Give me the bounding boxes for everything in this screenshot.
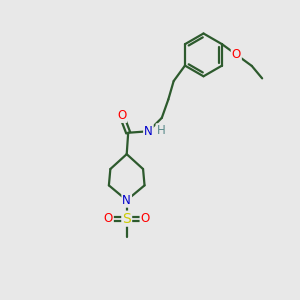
Text: N: N — [122, 194, 131, 207]
Text: O: O — [117, 109, 126, 122]
Text: O: O — [104, 212, 113, 225]
Text: N: N — [144, 125, 153, 138]
Text: S: S — [122, 212, 131, 226]
Text: O: O — [232, 48, 241, 61]
Text: O: O — [140, 212, 150, 225]
Text: H: H — [157, 124, 165, 137]
